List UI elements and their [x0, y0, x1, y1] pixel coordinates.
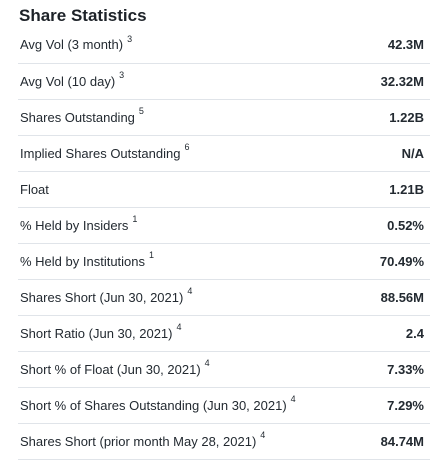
table-row: Short % of Shares Outstanding (Jun 30, 2… [18, 387, 430, 423]
footnote-marker: 1 [149, 250, 155, 261]
row-value: 1.22B [389, 109, 424, 125]
footnote-marker: 3 [119, 70, 125, 81]
table-row: Short % of Float (Jun 30, 2021) 4 7.33% [18, 351, 430, 387]
row-label: Short % of Float (Jun 30, 2021) 4 [18, 351, 367, 387]
table-row: Short Ratio (Jun 30, 2021) 4 2.4 [18, 315, 430, 351]
table-row: % Held by Institutions 1 70.49% [18, 243, 430, 279]
row-value: N/A [401, 145, 424, 161]
row-label-text: % Held by Insiders [20, 217, 129, 233]
table-row: % Held by Insiders 1 0.52% [18, 207, 430, 243]
footnote-marker: 4 [176, 322, 182, 333]
row-label: % Held by Institutions 1 [18, 243, 367, 279]
footnote-marker: 4 [187, 286, 193, 297]
footnote-marker: 4 [204, 358, 210, 369]
row-label: Short Ratio (Jun 30, 2021) 4 [18, 315, 367, 351]
table-row: Avg Vol (10 day) 3 32.32M [18, 63, 430, 99]
row-label: Shares Short (Jun 30, 2021) 4 [18, 279, 367, 315]
row-label-text: Shares Short (Jun 30, 2021) [20, 289, 184, 305]
row-label-text: Avg Vol (10 day) [20, 73, 116, 89]
row-value: 2.4 [405, 325, 424, 341]
row-label-text: Avg Vol (3 month) [20, 37, 124, 53]
footnote-marker: 5 [138, 106, 144, 117]
row-value: 84.74M [380, 433, 424, 449]
row-label: % Held by Insiders 1 [18, 207, 367, 243]
row-label-text: Short % of Float (Jun 30, 2021) [20, 361, 201, 377]
row-label: Avg Vol (10 day) 3 [18, 63, 367, 99]
section-title: Share Statistics [19, 6, 147, 25]
row-label-text: Float [20, 181, 49, 197]
row-value: 1.21B [389, 181, 424, 197]
table-row: Avg Vol (3 month) 3 42.3M [18, 27, 430, 63]
row-value: 32.32M [380, 73, 424, 89]
table-row: Shares Outstanding 5 1.22B [18, 99, 430, 135]
table-row: Float 1.21B [18, 171, 430, 207]
table-row: Implied Shares Outstanding 6 N/A [18, 135, 430, 171]
row-value: 0.52% [387, 217, 424, 233]
row-label-text: Shares Outstanding [20, 109, 135, 125]
row-value: 88.56M [380, 289, 424, 305]
row-label-text: Shares Short (prior month May 28, 2021) [20, 433, 257, 449]
table-row: Shares Short (Jun 30, 2021) 4 88.56M [18, 279, 430, 315]
footnote-marker: 4 [260, 430, 266, 441]
row-label: Shares Short (prior month May 28, 2021) 4 [18, 423, 367, 459]
row-label: Implied Shares Outstanding 6 [18, 135, 367, 171]
row-value: 42.3M [387, 37, 424, 53]
row-label-text: % Held by Institutions [20, 253, 146, 269]
footnote-marker: 6 [184, 142, 190, 153]
row-label: Float [18, 171, 367, 207]
row-value: 7.29% [387, 397, 424, 413]
share-statistics-table: Avg Vol (3 month) 3 42.3M Avg Vol (10 day… [18, 27, 430, 460]
row-label-text: Implied Shares Outstanding [20, 145, 181, 161]
row-label-text: Short % of Shares Outstanding (Jun 30, 2… [20, 397, 287, 413]
footnote-marker: 3 [127, 33, 133, 44]
row-value: 7.33% [387, 361, 424, 377]
row-label-text: Short Ratio (Jun 30, 2021) [20, 325, 173, 341]
row-value: 70.49% [379, 253, 424, 269]
table-row: Shares Short (prior month May 28, 2021) 4… [18, 423, 430, 459]
footnote-marker: 4 [290, 394, 296, 405]
footnote-marker: 1 [132, 214, 138, 225]
row-label: Avg Vol (3 month) 3 [18, 27, 367, 63]
row-label: Shares Outstanding 5 [18, 99, 367, 135]
row-label: Short % of Shares Outstanding (Jun 30, 2… [18, 387, 367, 423]
